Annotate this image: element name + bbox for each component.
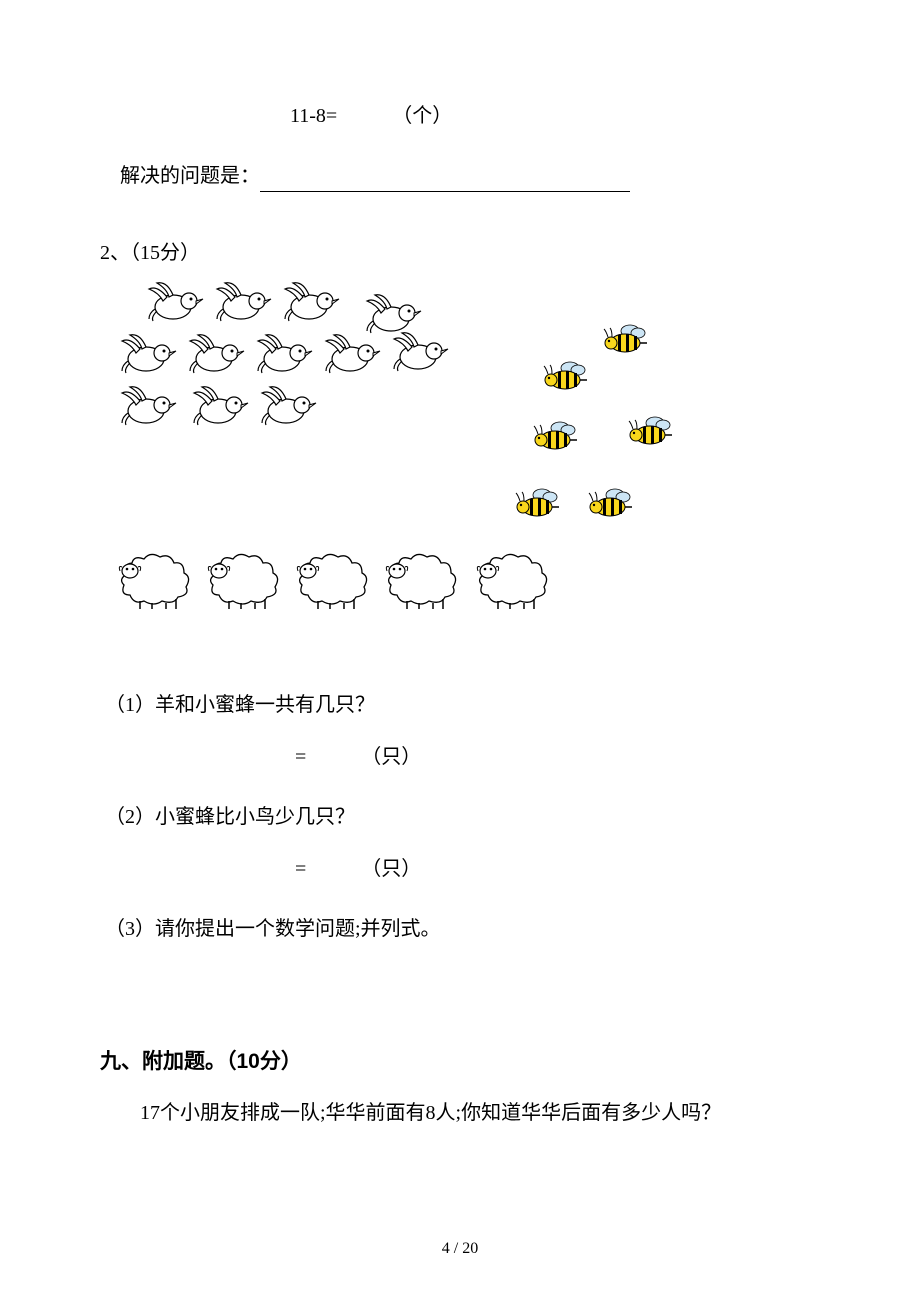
- question-2-label: 2、（15分）: [100, 237, 820, 269]
- eq-unit: （只）: [361, 858, 421, 880]
- sheep-icon: [201, 549, 283, 611]
- eq-unit: （只）: [361, 746, 421, 768]
- equation-line-1: 11-8= （个）: [290, 100, 820, 132]
- sub-equation-1[interactable]: = （只）: [295, 741, 820, 773]
- bird-icon: [254, 331, 314, 376]
- bee-icon: [625, 409, 675, 449]
- bird-icon: [213, 279, 273, 324]
- bird-icon: [390, 329, 450, 374]
- equation-expr: 11-8=: [290, 105, 337, 127]
- eq-sign: =: [295, 746, 306, 768]
- bee-icon: [540, 354, 590, 394]
- bee-icon: [585, 481, 635, 521]
- bird-icon: [190, 383, 250, 428]
- bird-icon: [281, 279, 341, 324]
- sheep-icon: [112, 549, 194, 611]
- bee-icon: [600, 317, 650, 357]
- sub-question-3: （3）请你提出一个数学问题;并列式。: [105, 913, 820, 945]
- bee-icon: [530, 414, 580, 454]
- equation-unit: （个）: [392, 105, 452, 127]
- page-number: 4 / 20: [0, 1236, 920, 1262]
- sheep-icon: [290, 549, 372, 611]
- sub-equation-2[interactable]: = （只）: [295, 853, 820, 885]
- bonus-question-body: 17个小朋友排成一队;华华前面有8人;你知道华华后面有多少人吗？: [140, 1097, 820, 1129]
- illustration-area: [100, 279, 820, 639]
- bird-icon: [186, 331, 246, 376]
- answer-blank-underline[interactable]: [260, 170, 630, 192]
- bird-icon: [322, 331, 382, 376]
- bird-icon: [145, 279, 205, 324]
- sheep-icon: [379, 549, 461, 611]
- sub-question-1: （1）羊和小蜜蜂一共有几只？: [105, 689, 820, 721]
- answer-prompt-label: 解决的问题是：: [120, 165, 260, 187]
- bird-icon: [118, 331, 178, 376]
- eq-sign: =: [295, 858, 306, 880]
- bird-icon: [258, 383, 318, 428]
- sub-question-2: （2）小蜜蜂比小鸟少几只？: [105, 801, 820, 833]
- section-9-header: 九、附加题。（10分）: [100, 1045, 820, 1079]
- sheep-icon: [470, 549, 552, 611]
- answer-prompt-line: 解决的问题是：: [120, 160, 820, 192]
- bee-icon: [512, 481, 562, 521]
- bird-icon: [118, 383, 178, 428]
